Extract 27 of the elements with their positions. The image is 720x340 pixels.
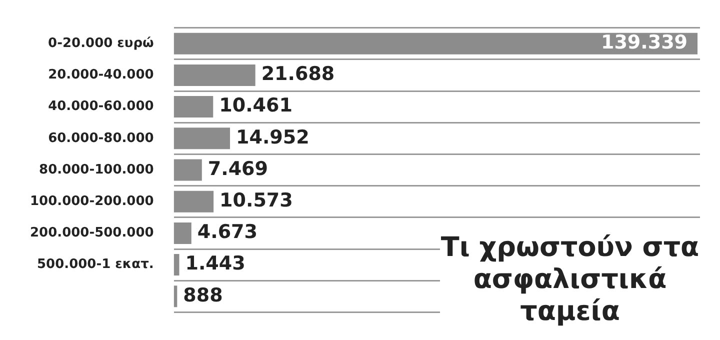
bar: [174, 96, 214, 118]
y-tick-label: 60.000-80.000: [48, 130, 154, 146]
bar: [174, 159, 202, 181]
data-label: 4.673: [197, 221, 258, 244]
y-tick-label: 100.000-200.000: [30, 194, 154, 209]
data-label: 139.339: [600, 32, 688, 54]
bar: [174, 286, 178, 308]
data-label: 7.469: [208, 158, 268, 180]
y-tick-label: 40.000-60.000: [48, 99, 154, 114]
bar: [174, 32, 698, 54]
y-tick-label: 500.000-1 εκατ.: [36, 257, 154, 272]
y-tick-label: 20.000-40.000: [48, 68, 154, 83]
data-label: 1.443: [185, 252, 246, 275]
bar: [174, 254, 180, 276]
data-label: 10.461: [219, 94, 292, 117]
bar: [174, 128, 230, 150]
bar: [174, 190, 214, 212]
data-label: 888: [183, 284, 223, 306]
y-tick-label: 0-20.000 ευρώ: [48, 36, 154, 51]
bar: [174, 222, 192, 244]
data-label: 21.688: [261, 63, 335, 86]
y-tick-label: 80.000-100.000: [39, 162, 154, 178]
bar: [174, 64, 256, 86]
y-tick-label: 200.000-500.000: [30, 226, 154, 241]
text: Τι χρωστούν στα ασφαλιστικά ταμεία: [440, 232, 700, 328]
data-label: 14.952: [236, 126, 310, 148]
data-label: 10.573: [220, 190, 293, 212]
